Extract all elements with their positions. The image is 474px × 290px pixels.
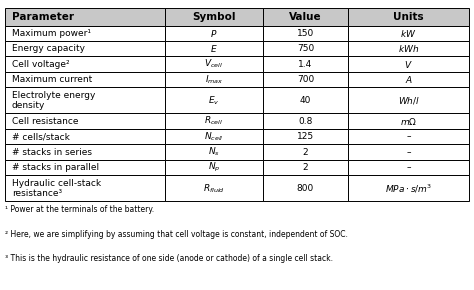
Text: –: – xyxy=(406,148,411,157)
Text: # stacks in series: # stacks in series xyxy=(12,148,92,157)
Text: $V_{cell}$: $V_{cell}$ xyxy=(204,58,223,70)
Text: ² Here, we are simplifying by assuming that cell voltage is constant, independen: ² Here, we are simplifying by assuming t… xyxy=(5,230,348,239)
Text: $A$: $A$ xyxy=(405,74,413,85)
Text: 125: 125 xyxy=(297,132,314,141)
Text: $R_{cell}$: $R_{cell}$ xyxy=(204,115,223,128)
Text: # stacks in parallel: # stacks in parallel xyxy=(12,163,99,172)
Text: Value: Value xyxy=(289,12,322,22)
Text: Units: Units xyxy=(393,12,424,22)
Text: Maximum power¹: Maximum power¹ xyxy=(12,29,91,38)
Text: 800: 800 xyxy=(297,184,314,193)
Text: $R_{fluid}$: $R_{fluid}$ xyxy=(203,182,225,195)
Text: $P$: $P$ xyxy=(210,28,218,39)
Text: 1.4: 1.4 xyxy=(298,60,312,69)
Text: $N_{cell}$: $N_{cell}$ xyxy=(204,130,224,143)
Text: 750: 750 xyxy=(297,44,314,53)
Text: 40: 40 xyxy=(300,96,311,105)
Text: $N_{s}$: $N_{s}$ xyxy=(208,146,220,159)
Text: Cell resistance: Cell resistance xyxy=(12,117,79,126)
Text: $N_{p}$: $N_{p}$ xyxy=(208,161,220,174)
Text: $kWh$: $kWh$ xyxy=(398,43,419,54)
Text: Cell voltage²: Cell voltage² xyxy=(12,60,70,69)
Text: Maximum current: Maximum current xyxy=(12,75,92,84)
Text: Electrolyte energy
density: Electrolyte energy density xyxy=(12,91,95,110)
Text: Parameter: Parameter xyxy=(12,12,74,22)
Text: 2: 2 xyxy=(302,163,308,172)
Text: ¹ Power at the terminals of the battery.: ¹ Power at the terminals of the battery. xyxy=(5,206,154,215)
Text: Symbol: Symbol xyxy=(192,12,236,22)
Text: $I_{max}$: $I_{max}$ xyxy=(205,73,223,86)
Text: ³ This is the hydraulic resistance of one side (anode or cathode) of a single ce: ³ This is the hydraulic resistance of on… xyxy=(5,255,333,264)
Text: 700: 700 xyxy=(297,75,314,84)
Text: –: – xyxy=(406,163,411,172)
Text: $kW$: $kW$ xyxy=(401,28,417,39)
Text: # cells/stack: # cells/stack xyxy=(12,132,70,141)
Text: 2: 2 xyxy=(302,148,308,157)
Text: $E$: $E$ xyxy=(210,43,218,54)
Text: 150: 150 xyxy=(297,29,314,38)
Text: $E_{v}$: $E_{v}$ xyxy=(208,94,219,107)
Text: $Wh/l$: $Wh/l$ xyxy=(398,95,419,106)
Text: Energy capacity: Energy capacity xyxy=(12,44,85,53)
Text: Hydraulic cell-stack
resistance³: Hydraulic cell-stack resistance³ xyxy=(12,179,101,198)
Text: 0.8: 0.8 xyxy=(298,117,313,126)
Text: $MPa \cdot s/m^3$: $MPa \cdot s/m^3$ xyxy=(385,182,432,195)
Text: $m\Omega$: $m\Omega$ xyxy=(400,116,417,127)
Text: –: – xyxy=(406,132,411,141)
Text: $V$: $V$ xyxy=(404,59,413,70)
